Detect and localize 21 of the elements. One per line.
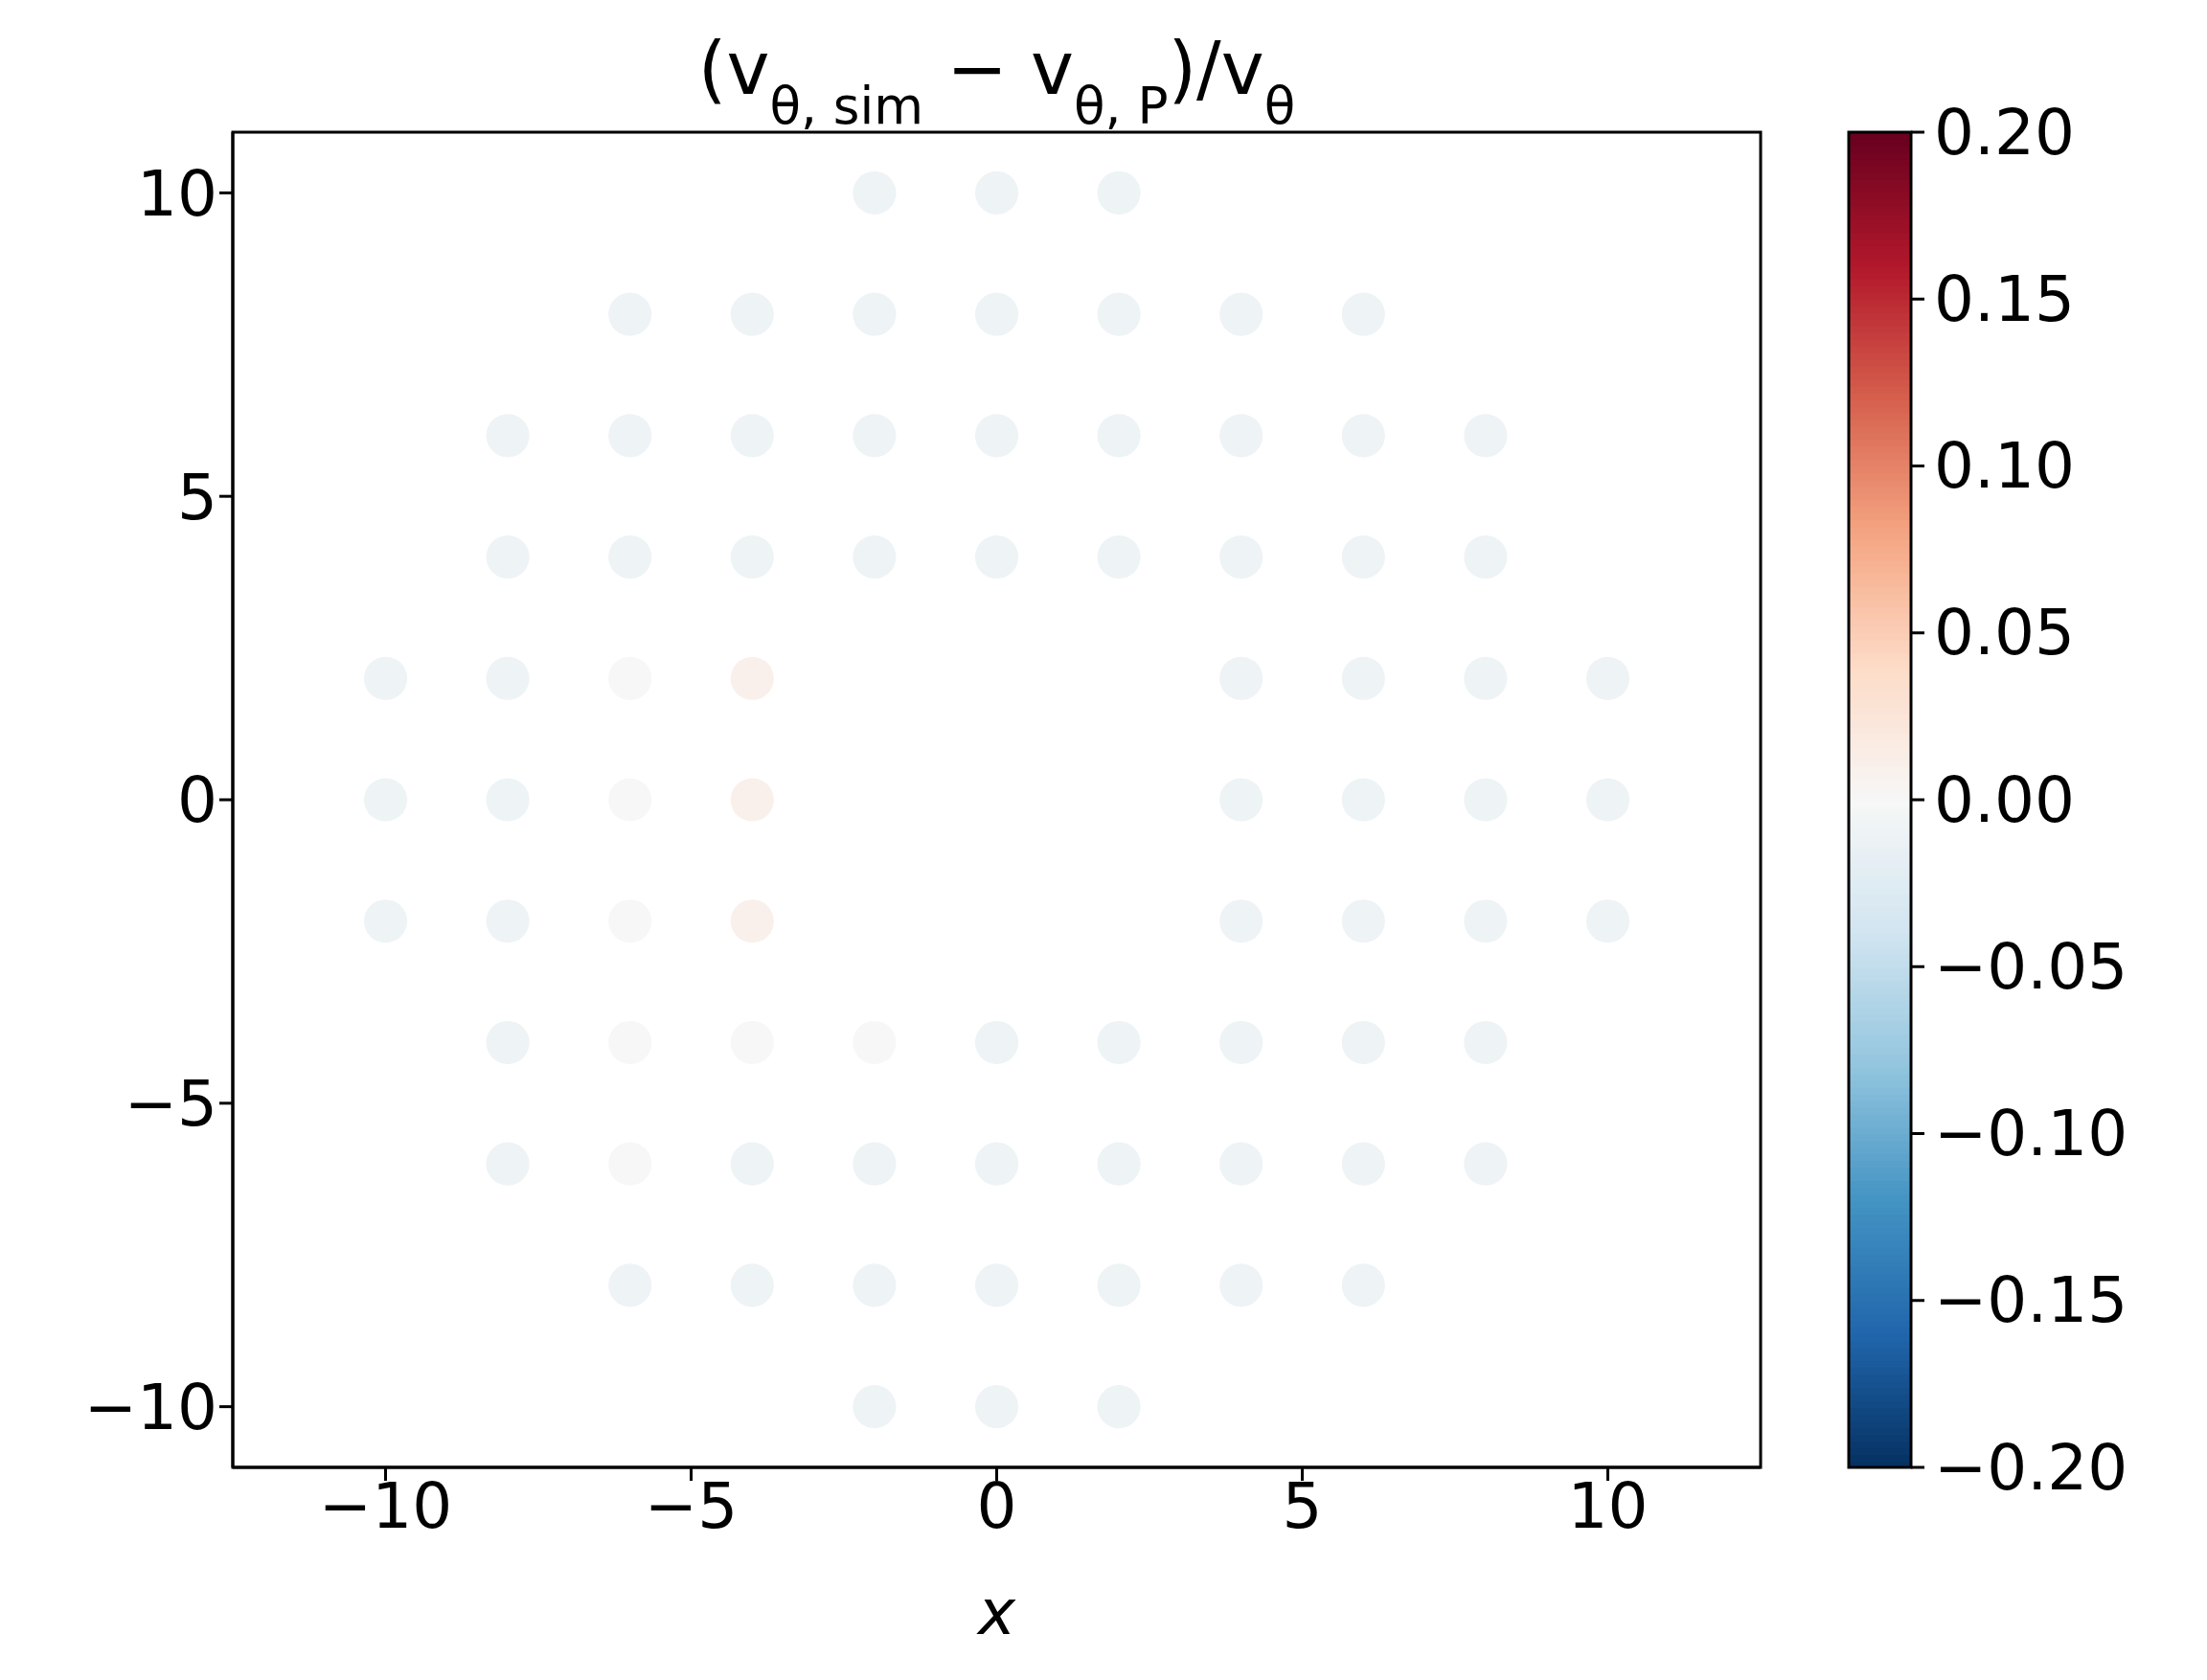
y-tick-label: −10: [83, 1371, 217, 1445]
chart-title: (v$_{θ, sim}$ − v$_{θ, P}$)/v$_{θ}$: [697, 26, 1296, 136]
color-bar-label: −0.15: [1934, 1263, 2128, 1338]
color-bar-label: 0.15: [1934, 261, 2075, 336]
color-bar-label: 0.00: [1934, 762, 2075, 837]
color-bar-label: −0.20: [1934, 1430, 2128, 1505]
color-bar-label: 0.20: [1934, 95, 2075, 170]
y-tick-label: 10: [137, 156, 217, 231]
color-bar-label: −0.05: [1934, 929, 2128, 1004]
y-tick-label: −5: [124, 1067, 217, 1142]
x-tick-label: 0: [976, 1468, 1017, 1543]
color-bar-label: 0.05: [1934, 596, 2075, 670]
y-tick-label: 5: [177, 460, 217, 534]
x-tick-label: 5: [1282, 1468, 1323, 1543]
x-tick-label: −5: [644, 1468, 739, 1543]
x-axis-title: x: [975, 1576, 1016, 1649]
color-bar-label: 0.10: [1934, 429, 2075, 503]
y-tick-label: 0: [177, 763, 217, 838]
x-tick-label: 10: [1567, 1468, 1649, 1543]
color-bar-label: −0.10: [1934, 1097, 2128, 1170]
x-tick-label: −10: [318, 1468, 453, 1543]
